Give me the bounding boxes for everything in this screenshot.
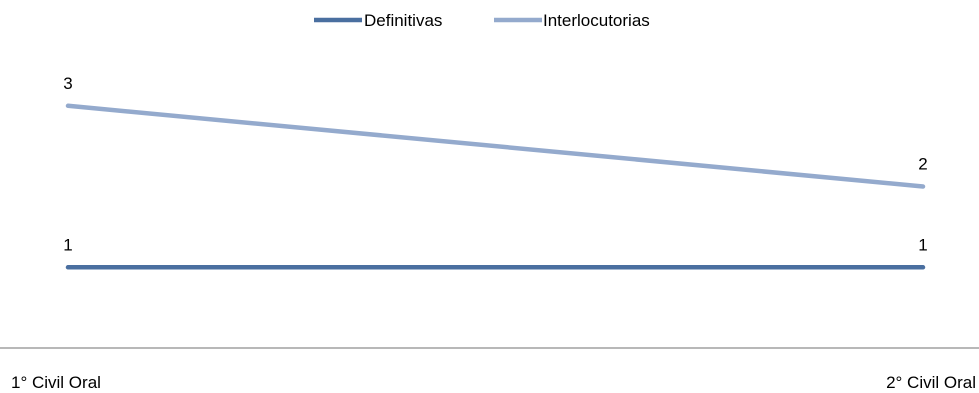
- data-label-definitivas-1: 1: [918, 235, 927, 254]
- chart-legend: Definitivas Interlocutorias: [314, 11, 650, 30]
- legend-label-definitivas: Definitivas: [364, 11, 442, 30]
- series-line-interlocutorias: [65, 103, 926, 189]
- data-labels-layer: 1 1 3 2: [63, 74, 927, 255]
- data-label-interlocutorias-1: 2: [918, 155, 927, 174]
- x-tick-label-0: 1° Civil Oral: [11, 373, 101, 392]
- x-axis-tick-labels: 1° Civil Oral 2° Civil Oral: [11, 373, 976, 392]
- data-label-definitivas-0: 1: [63, 235, 72, 254]
- legend-item-definitivas: Definitivas: [314, 11, 442, 30]
- series-layer: [65, 103, 926, 270]
- x-tick-label-1: 2° Civil Oral: [886, 373, 976, 392]
- legend-item-interlocutorias: Interlocutorias: [494, 11, 650, 30]
- data-label-interlocutorias-0: 3: [63, 74, 72, 93]
- legend-label-interlocutorias: Interlocutorias: [543, 11, 650, 30]
